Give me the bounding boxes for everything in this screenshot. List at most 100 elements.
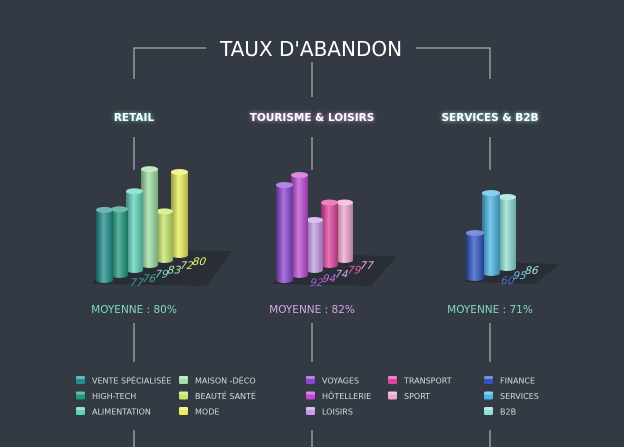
legend-item-b2b: B2B: [484, 407, 516, 417]
legend-swatch-top: [76, 391, 85, 395]
value-label-services-and-b2b-2: 86: [523, 264, 541, 277]
legend-item-maison-deco: MAISON -DÉCO: [179, 375, 256, 386]
bar-body: [141, 169, 158, 268]
legend-swatch-top: [179, 376, 188, 379]
legend-item-mode: MODE: [179, 407, 219, 417]
legend-swatch-top: [484, 376, 493, 379]
bar-services-and-b2b-b2b: [498, 194, 516, 271]
value-label-tourisme-and-loisirs-1: 94: [321, 272, 339, 285]
bar-top: [498, 194, 516, 200]
bar-services-and-b2b-finance: [466, 230, 484, 281]
legend-label: HIGH-TECH: [92, 392, 136, 401]
bar-top: [336, 199, 353, 206]
chart-title-services-and-b2b: SERVICES & B2B: [441, 112, 538, 124]
bar-tourisme-and-loisirs-voyages: [276, 182, 293, 283]
bar-body: [96, 209, 113, 283]
legend-label: MAISON -DÉCO: [195, 375, 256, 386]
legend-label: SERVICES: [500, 392, 539, 401]
value-label-retail-3: 83: [166, 264, 183, 277]
connector-left: [133, 47, 206, 79]
bar-body: [111, 209, 128, 278]
value-label-tourisme-and-loisirs-4: 77: [358, 259, 375, 272]
legend-item-services: SERVICES: [484, 391, 539, 401]
legend-item-beaute-sante: BEAUTÉ SANTÉ: [179, 390, 256, 401]
legend-item-voyages: VOYAGES: [306, 376, 359, 386]
chart-title-tourisme-and-loisirs: TOURISME & LOISIRS: [250, 112, 375, 124]
legend-label: VOYAGES: [322, 377, 359, 386]
bar-top: [96, 206, 113, 213]
legend-swatch-top: [306, 407, 315, 410]
bar-top: [141, 166, 158, 173]
bar-retail-mode: [171, 169, 188, 258]
value-label-retail-5: 80: [191, 255, 209, 268]
legend-swatch-top: [76, 407, 85, 410]
bar-services-and-b2b-services: [482, 190, 500, 276]
bar-body: [156, 211, 173, 263]
bar-top: [111, 206, 128, 213]
bar-body: [306, 220, 323, 273]
main-title: TAUX D'ABANDON: [219, 37, 402, 61]
legend-label: FINANCE: [500, 377, 535, 386]
bar-body: [276, 185, 293, 283]
value-label-retail-4: 72: [178, 259, 195, 272]
legend-swatch-top: [179, 391, 188, 395]
bar-top: [466, 230, 484, 236]
bar-top: [276, 182, 293, 188]
connector-right: [416, 47, 491, 79]
bar-tourisme-and-loisirs-loisirs: [306, 217, 323, 273]
value-label-tourisme-and-loisirs-2: 74: [333, 268, 351, 281]
bar-retail-maison-deco: [141, 166, 158, 268]
legend-swatch-top: [76, 376, 85, 379]
legend-swatch-top: [179, 407, 188, 410]
mean-label-retail: MOYENNE : 80%: [91, 304, 177, 316]
value-label-retail-1: 76: [141, 272, 159, 285]
bar-top: [306, 217, 323, 223]
mean-label-services-and-b2b: MOYENNE : 71%: [447, 304, 533, 316]
bar-body: [126, 191, 143, 273]
bar-body: [171, 172, 188, 258]
value-label-tourisme-and-loisirs-3: 79: [346, 264, 364, 277]
bar-top: [321, 199, 338, 206]
bar-tourisme-and-loisirs-hotellerie: [291, 172, 308, 278]
legend-item-finance: FINANCE: [484, 376, 535, 386]
bar-tourisme-and-loisirs-transport: [321, 199, 338, 268]
legend-item-transport: TRANSPORT: [388, 376, 452, 386]
mean-label-tourisme-and-loisirs: MOYENNE : 82%: [269, 304, 355, 316]
legend-item-loisirs: LOISIRS: [306, 407, 353, 417]
legend-label: HÔTELLERIE: [322, 390, 371, 401]
bar-body: [336, 202, 353, 263]
legend-item-hotellerie: HÔTELLERIE: [306, 390, 371, 401]
bar-body: [291, 175, 308, 278]
bar-retail-vente-specialisee: [96, 206, 113, 283]
legend-label: TRANSPORT: [403, 377, 452, 386]
bar-retail-high-tech: [111, 206, 128, 278]
connector-lines: [133, 47, 491, 447]
legend-label: ALIMENTATION: [92, 408, 151, 417]
legend-label: LOISIRS: [322, 408, 353, 417]
value-label-tourisme-and-loisirs-0: 92: [308, 276, 325, 289]
chart-title-retail: RETAIL: [114, 112, 155, 124]
legend-swatch-top: [388, 376, 397, 379]
bar-top: [156, 208, 173, 215]
bar-body: [321, 202, 338, 268]
bar-body: [498, 197, 516, 271]
value-label-services-and-b2b-0: 60: [499, 274, 517, 287]
legend-swatch-top: [306, 376, 315, 379]
value-label-services-and-b2b-1: 95: [511, 269, 528, 282]
bar-retail-alimentation: [126, 188, 143, 273]
bar-body: [482, 193, 500, 276]
legend-swatch-top: [388, 391, 397, 395]
legend-label: SPORT: [404, 392, 430, 401]
bar-top: [291, 172, 308, 178]
bar-tourisme-and-loisirs-sport: [336, 199, 353, 263]
legend-item-vente-specialisee: VENTE SPÉCIALISÉE: [76, 375, 171, 386]
legend-label: MODE: [195, 408, 219, 417]
legend-item-alimentation: ALIMENTATION: [76, 407, 151, 417]
bar-retail-beaute-sante: [156, 208, 173, 263]
legend-label: VENTE SPÉCIALISÉE: [92, 375, 171, 386]
